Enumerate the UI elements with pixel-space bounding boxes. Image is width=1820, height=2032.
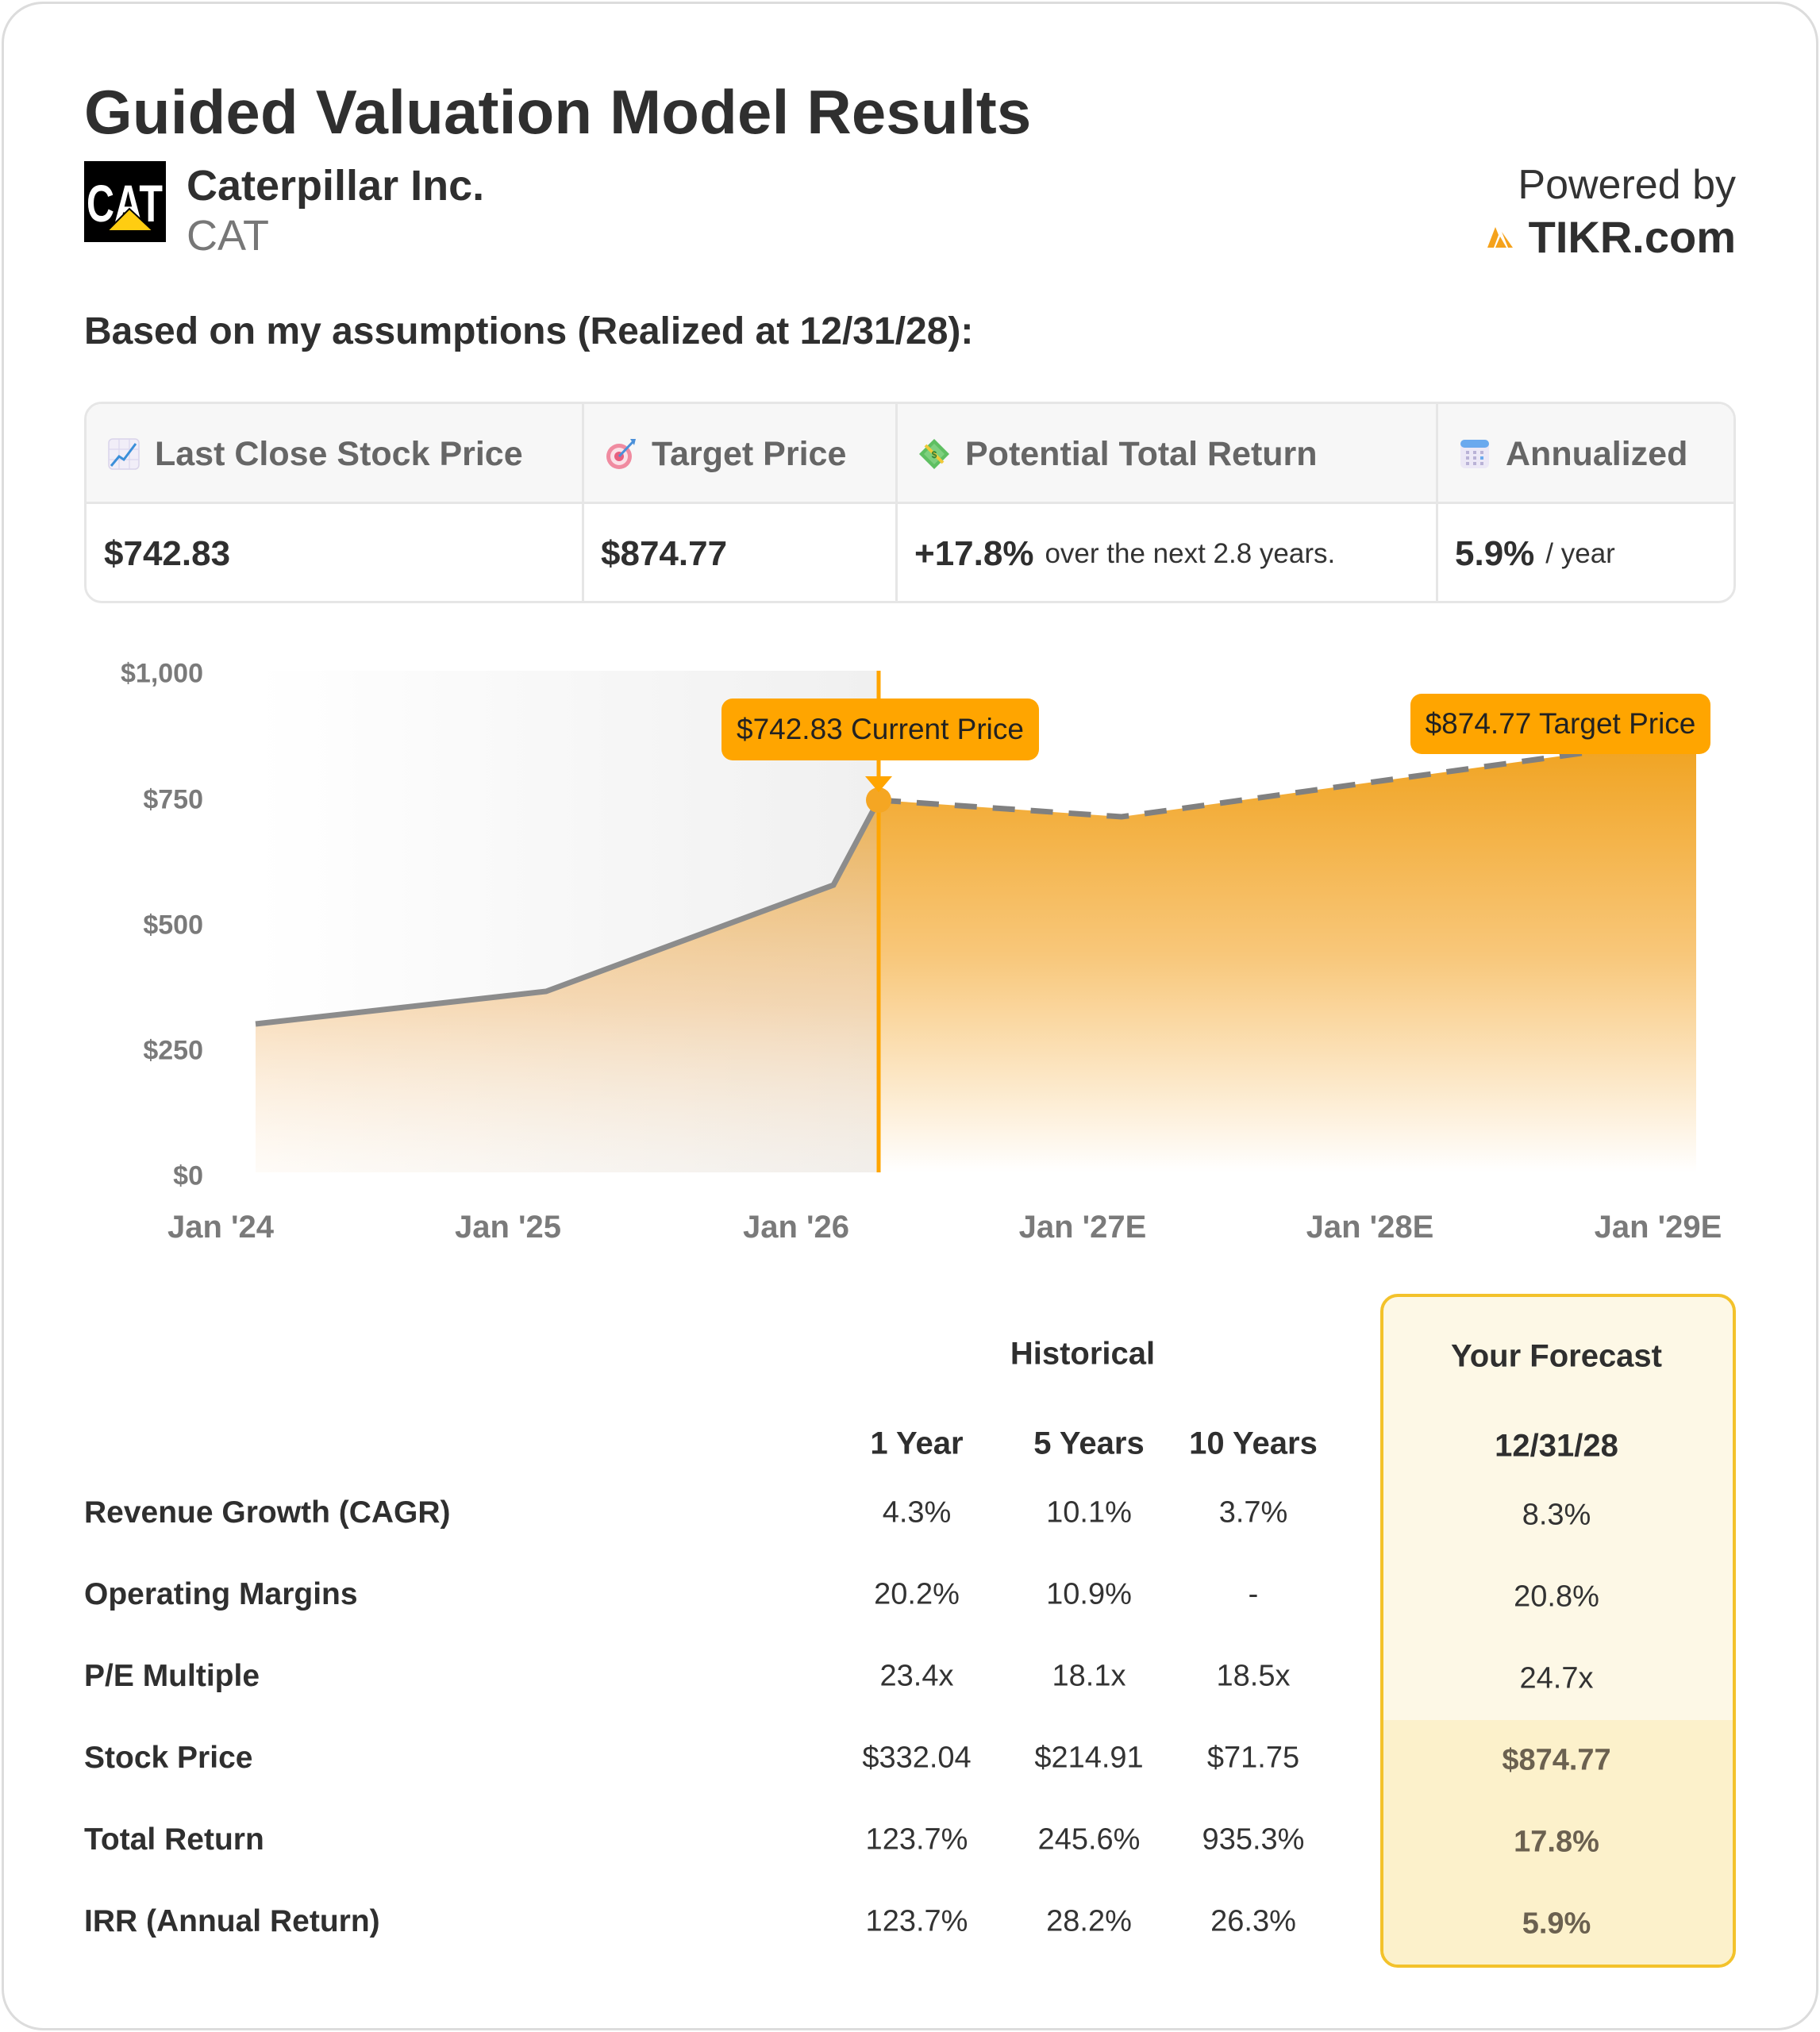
x-tick: Jan '26 (742, 1210, 850, 1245)
annualized-percent: 5.9% (1455, 533, 1535, 573)
chart-increasing-icon (108, 438, 140, 470)
forecast-column-highlight (1380, 1294, 1736, 1968)
ticker-symbol: CAT (187, 212, 269, 260)
forecast-line (878, 734, 1697, 820)
summary-header-label: Last Close Stock Price (155, 434, 523, 473)
company-name: Caterpillar Inc. (187, 162, 485, 210)
table-cell: 4.3% (882, 1495, 952, 1530)
table-cell: 28.2% (1046, 1904, 1132, 1938)
historical-line (255, 799, 882, 1027)
table-cell: 123.7% (865, 1822, 968, 1857)
table-cell: 935.3% (1202, 1822, 1305, 1857)
annualized-value: 5.9% / year (1455, 504, 1615, 601)
x-tick: Jan '29E (1594, 1210, 1722, 1245)
calendar-icon (1460, 440, 1489, 468)
row-label-irr: IRR (Annual Return) (84, 1904, 380, 1938)
column-divider (1436, 404, 1438, 601)
forecast-cell: 20.8% (1514, 1580, 1599, 1614)
table-cell: 10.9% (1046, 1577, 1132, 1611)
table-cell: - (1248, 1577, 1259, 1611)
y-tick: $500 (143, 910, 203, 941)
powered-by-label: Powered by (1518, 162, 1736, 208)
tikr-brand-label: TIKR.com (1528, 212, 1736, 262)
last-close-price: $742.83 (104, 533, 231, 573)
current-price-point[interactable] (866, 787, 891, 813)
table-cell: 23.4x (879, 1659, 954, 1693)
forecast-cell: 5.9% (1522, 1907, 1591, 1941)
tikr-logo-icon (1487, 226, 1513, 248)
target-price: $874.77 (601, 533, 728, 573)
forecast-cell: 17.8% (1514, 1825, 1599, 1859)
y-tick: $1,000 (121, 658, 203, 689)
column-header-forecast-date: 12/31/28 (1495, 1428, 1618, 1464)
y-tick: $250 (143, 1035, 203, 1066)
target-icon (606, 439, 636, 469)
summary-header-label: Annualized (1506, 434, 1688, 473)
forecast-cell: 8.3% (1522, 1498, 1591, 1532)
target-value: $874.77 (601, 504, 728, 601)
page-title: Guided Valuation Model Results (84, 77, 1032, 147)
table-cell: 18.5x (1216, 1659, 1291, 1693)
total-return-percent: +17.8% (914, 533, 1034, 573)
tooltip-pointer (865, 776, 892, 792)
y-tick: $0 (173, 1160, 203, 1191)
cat-logo-icon: CAT (84, 161, 166, 242)
x-tick: Jan '28E (1306, 1210, 1434, 1245)
x-tick: Jan '27E (1018, 1210, 1147, 1245)
summary-header-last-close: Last Close Stock Price (107, 404, 523, 504)
row-label-stock-price: Stock Price (84, 1741, 253, 1775)
column-header-1-year: 1 Year (870, 1426, 964, 1461)
summary-header-row (87, 404, 1733, 504)
row-label-total-return: Total Return (84, 1822, 264, 1857)
table-cell: 18.1x (1052, 1659, 1126, 1693)
tikr-brand[interactable]: TIKR.com (1487, 211, 1736, 263)
column-header-5-years: 5 Years (1033, 1426, 1145, 1461)
annualized-unit: / year (1545, 537, 1615, 569)
table-cell: 10.1% (1046, 1495, 1132, 1530)
summary-table: Last Close Stock Price Target Price $ Po… (84, 402, 1736, 603)
current-price-tooltip: $742.83 Current Price (721, 698, 1039, 760)
summary-header-annualized: Annualized (1458, 404, 1687, 504)
forecast-cell: 24.7x (1519, 1661, 1594, 1695)
summary-header-total-return: $ Potential Total Return (918, 404, 1318, 504)
historical-heading: Historical (1010, 1336, 1156, 1372)
forecast-cell: $874.77 (1502, 1743, 1611, 1777)
svg-text:$: $ (932, 449, 937, 460)
x-tick: Jan '24 (167, 1210, 275, 1245)
column-divider (895, 404, 898, 601)
summary-header-target: Target Price (604, 404, 846, 504)
x-tick: Jan '25 (454, 1210, 562, 1245)
table-cell: 3.7% (1218, 1495, 1288, 1530)
row-label-operating-margins: Operating Margins (84, 1577, 358, 1611)
table-cell: $71.75 (1206, 1741, 1300, 1775)
table-cell: $214.91 (1034, 1741, 1144, 1775)
forecast-heading: Your Forecast (1451, 1338, 1662, 1374)
summary-header-label: Target Price (652, 434, 847, 473)
last-close-value: $742.83 (104, 504, 231, 601)
y-tick: $750 (143, 784, 203, 815)
row-label-revenue-growth: Revenue Growth (CAGR) (84, 1495, 451, 1530)
target-price-tooltip: $874.77 Target Price (1410, 694, 1710, 754)
column-header-10-years: 10 Years (1189, 1426, 1318, 1461)
summary-header-label: Potential Total Return (965, 434, 1318, 473)
column-divider (582, 404, 584, 601)
money-with-wings-icon: $ (919, 439, 949, 469)
forecast-results-highlight (1383, 1720, 1733, 1965)
table-cell: 20.2% (874, 1577, 960, 1611)
total-return-value: +17.8% over the next 2.8 years. (914, 504, 1336, 601)
table-cell: 26.3% (1210, 1904, 1296, 1938)
forecast-area (879, 737, 1696, 1172)
table-cell: 123.7% (865, 1904, 968, 1938)
assumptions-heading: Based on my assumptions (Realized at 12/… (84, 310, 974, 352)
row-label-pe-multiple: P/E Multiple (84, 1659, 260, 1693)
table-cell: 245.6% (1037, 1822, 1141, 1857)
total-return-period: over the next 2.8 years. (1045, 537, 1336, 569)
table-cell: $332.04 (862, 1741, 972, 1775)
caterpillar-logo: CAT (84, 161, 166, 242)
